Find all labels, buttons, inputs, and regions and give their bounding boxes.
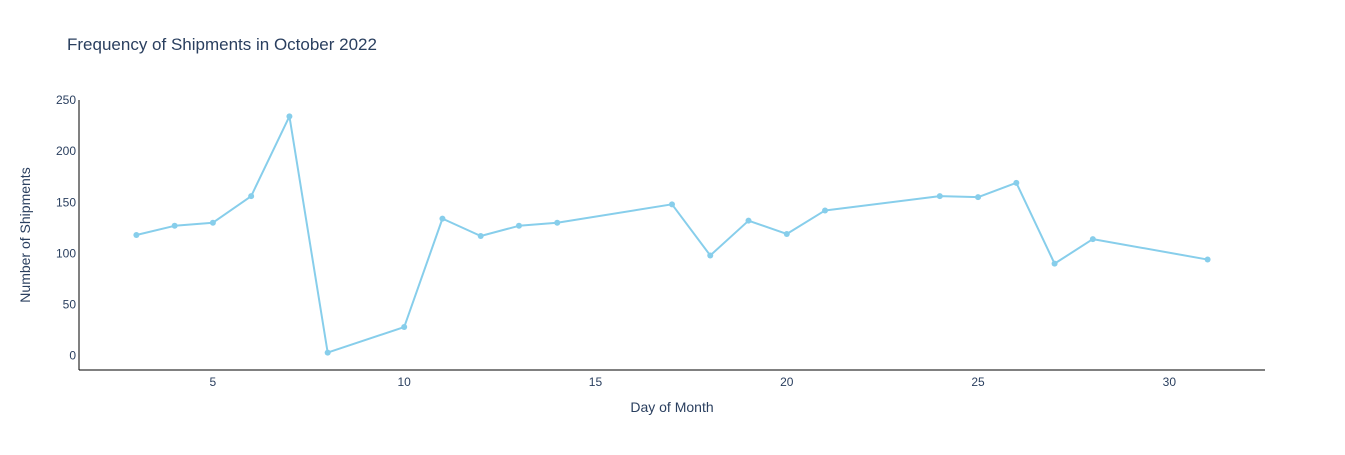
data-point xyxy=(324,349,331,356)
data-point xyxy=(707,252,714,259)
data-point xyxy=(477,233,484,240)
y-tick-label: 100 xyxy=(56,246,76,260)
x-axis-title: Day of Month xyxy=(630,399,713,415)
data-point xyxy=(975,194,982,201)
x-tick-label: 5 xyxy=(210,375,217,389)
data-point xyxy=(209,219,216,226)
data-point xyxy=(515,222,522,229)
y-tick-label: 200 xyxy=(56,144,76,158)
x-tick-label: 10 xyxy=(398,375,412,389)
data-point xyxy=(401,324,408,331)
data-point xyxy=(745,217,752,224)
data-point xyxy=(171,222,178,229)
x-tick-label: 15 xyxy=(589,375,603,389)
axes xyxy=(78,100,1265,371)
y-tick-label: 250 xyxy=(56,93,76,107)
data-point xyxy=(439,215,446,222)
x-tick-label: 30 xyxy=(1163,375,1177,389)
y-tick-label: 150 xyxy=(56,195,76,209)
data-point xyxy=(286,113,293,120)
data-point xyxy=(822,207,829,214)
chart-title: Frequency of Shipments in October 2022 xyxy=(67,35,377,54)
data-point xyxy=(554,219,561,226)
x-tick-label: 20 xyxy=(780,375,794,389)
series-layer xyxy=(133,113,1211,356)
x-tick-labels: 5 10 15 20 25 30 xyxy=(210,375,1177,389)
data-point xyxy=(783,230,790,237)
data-point xyxy=(1051,260,1058,267)
data-point xyxy=(133,232,140,238)
data-point xyxy=(1089,236,1096,243)
y-tick-label: 0 xyxy=(69,349,76,363)
y-axis-title: Number of Shipments xyxy=(17,167,33,302)
y-tick-label: 50 xyxy=(63,298,77,312)
x-tick-label: 25 xyxy=(971,375,985,389)
data-point xyxy=(1013,179,1020,186)
data-point xyxy=(936,193,943,200)
data-point xyxy=(248,193,255,200)
series-line xyxy=(136,115,1208,354)
data-point xyxy=(669,201,675,208)
y-tick-labels: 0 50 100 150 200 250 xyxy=(56,93,76,363)
data-point xyxy=(1204,256,1211,263)
